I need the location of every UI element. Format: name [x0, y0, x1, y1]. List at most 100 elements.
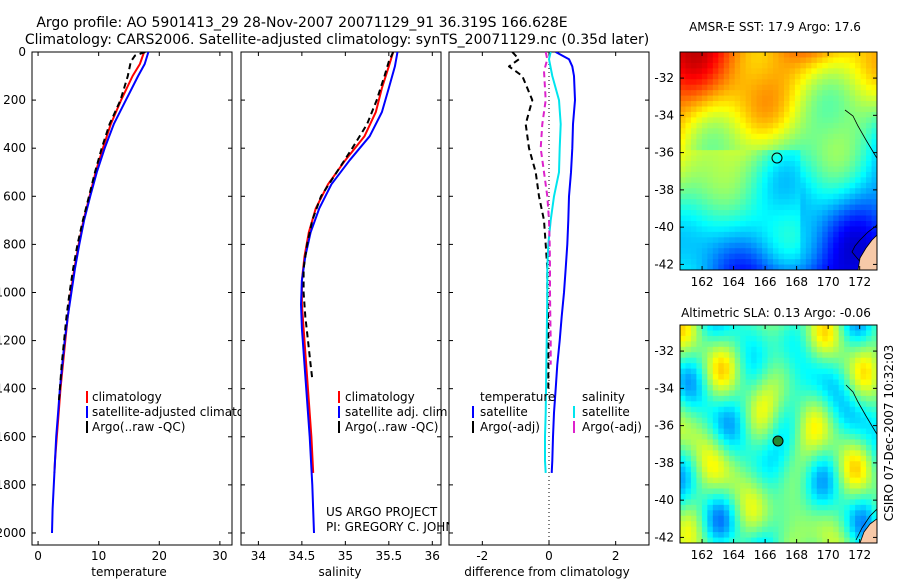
map-cell — [734, 483, 741, 490]
map-cell — [800, 461, 807, 468]
map-cell — [701, 220, 708, 227]
map-cell — [794, 52, 801, 59]
map-cell — [860, 493, 867, 500]
map-cell — [866, 68, 873, 75]
map-cell — [816, 117, 823, 124]
map-cell — [696, 428, 703, 435]
map-cell — [794, 101, 801, 108]
map-cell — [805, 264, 812, 270]
map-cell — [794, 379, 801, 386]
y-tick-label: 600 — [3, 189, 26, 203]
map-cell — [844, 412, 851, 419]
map-cell — [871, 161, 877, 168]
map-cell — [838, 242, 845, 249]
map-cell — [849, 363, 856, 370]
map-cell — [718, 237, 725, 244]
map-cell — [833, 144, 840, 151]
map-cell — [800, 253, 807, 260]
map-cell — [844, 406, 851, 413]
map-cell — [685, 204, 692, 211]
map-cell — [789, 155, 796, 162]
map-cell — [690, 193, 698, 200]
map-cell — [794, 417, 801, 424]
map-cell — [685, 379, 692, 386]
map-cell — [800, 493, 807, 500]
map-cell — [866, 193, 873, 200]
map-cell — [838, 57, 845, 64]
map-cell — [723, 79, 730, 86]
map-cell — [740, 325, 747, 332]
map-cell — [827, 253, 834, 260]
map-cell — [844, 101, 851, 108]
map-cell — [860, 122, 867, 129]
map-cell — [696, 242, 703, 249]
map-cell — [762, 477, 769, 484]
map-cell — [723, 231, 730, 238]
map-cell — [816, 57, 823, 64]
map-cell — [805, 128, 812, 135]
map-cell — [833, 434, 840, 441]
map-cell — [734, 139, 741, 146]
map-cell — [690, 259, 698, 266]
map-cell — [701, 504, 708, 511]
map-cell — [816, 488, 823, 495]
map-cell — [783, 335, 791, 342]
map-cell — [800, 231, 807, 238]
map-cell — [773, 188, 780, 195]
map-cell — [723, 510, 730, 517]
map-cell — [707, 150, 714, 157]
map-cell — [767, 193, 774, 200]
map-cell — [805, 101, 812, 108]
map-cell — [833, 62, 840, 69]
map-cell — [762, 521, 769, 528]
map-cell — [767, 237, 774, 244]
map-cell — [871, 444, 877, 451]
map-cell — [855, 150, 862, 157]
map-cell — [838, 220, 845, 227]
map-cell — [680, 226, 687, 233]
map-cell — [756, 504, 763, 511]
map-cell — [701, 161, 708, 168]
map-cell — [849, 417, 856, 424]
map-cell — [844, 106, 851, 113]
map-cell — [740, 264, 747, 270]
map-cell — [685, 150, 692, 157]
x-tick-label: 34 — [251, 549, 266, 563]
map-cell — [827, 521, 834, 528]
map-cell — [822, 439, 829, 446]
map-cell — [855, 384, 862, 391]
map-cell — [816, 52, 823, 59]
map-cell — [756, 220, 763, 227]
map-cell — [767, 325, 774, 332]
map-cell — [866, 390, 873, 397]
map-cell — [734, 521, 741, 528]
map-cell — [855, 259, 862, 266]
map-cell — [800, 423, 807, 430]
map-cell — [690, 84, 698, 91]
map-cell — [816, 122, 823, 129]
map-cell — [734, 330, 741, 337]
map-cell — [805, 341, 812, 348]
map-cell — [718, 139, 725, 146]
map-cell — [816, 455, 823, 462]
map-cell — [800, 90, 807, 97]
map-cell — [690, 90, 698, 97]
map-cell — [729, 444, 736, 451]
map-cell — [712, 106, 719, 113]
map-cell — [805, 472, 812, 479]
map-cell — [745, 231, 752, 238]
map-cell — [816, 161, 823, 168]
map-cell — [849, 521, 856, 528]
map-cell — [773, 117, 780, 124]
map-cell — [762, 237, 769, 244]
map-cell — [723, 384, 730, 391]
map-cell — [707, 499, 714, 506]
x-tick-label: 34.5 — [289, 549, 316, 563]
map-cell — [751, 248, 758, 255]
map-cell — [685, 395, 692, 402]
map-cell — [783, 363, 791, 370]
map-cell — [844, 52, 851, 59]
map-cell — [762, 57, 769, 64]
map-cell — [745, 346, 752, 353]
map-cell — [822, 401, 829, 408]
